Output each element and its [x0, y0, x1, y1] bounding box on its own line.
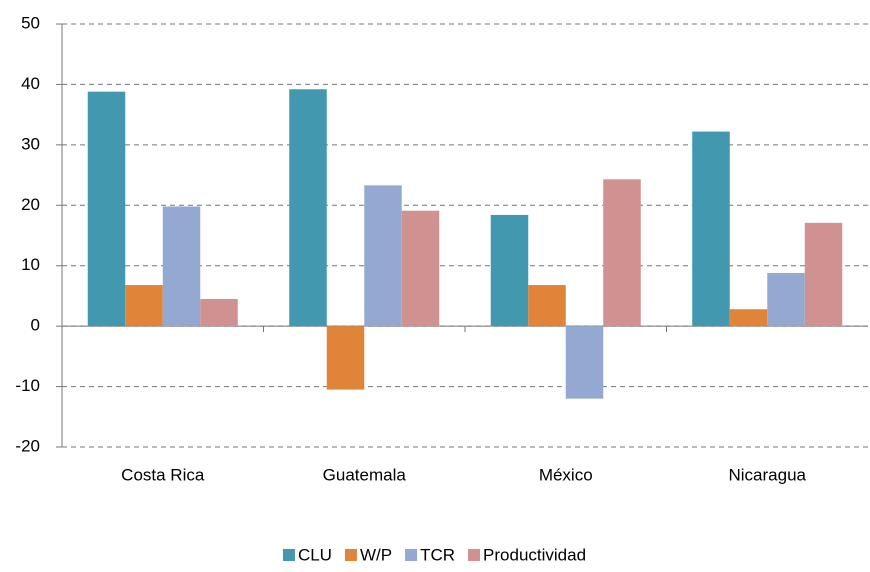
bar — [767, 272, 805, 327]
bar — [804, 222, 843, 327]
legend-swatch — [344, 549, 357, 561]
bar — [87, 91, 126, 327]
y-tick-label: -10 — [15, 376, 40, 395]
bar — [528, 285, 566, 327]
x-tick-label: Costa Rica — [121, 465, 205, 484]
legend-label: W/P — [360, 545, 392, 564]
bar — [200, 298, 238, 327]
y-tick-label: -20 — [15, 436, 40, 455]
y-tick-label: 50 — [21, 13, 40, 32]
y-tick-label: 30 — [21, 134, 40, 153]
bar — [603, 179, 641, 327]
y-tick-label: 10 — [21, 255, 40, 274]
bar — [565, 326, 604, 399]
bar — [729, 309, 768, 327]
legend-label: Productividad — [483, 545, 586, 564]
x-tick-label: Nicaragua — [729, 465, 807, 484]
legend-swatch — [282, 549, 295, 561]
bar — [289, 89, 327, 327]
bar — [364, 185, 402, 327]
legend-label: CLU — [298, 545, 332, 564]
x-tick-label: Guatemala — [323, 465, 407, 484]
x-tick-label: México — [539, 465, 593, 484]
bar — [125, 285, 163, 327]
bar — [401, 210, 440, 327]
bar — [162, 206, 201, 327]
y-tick-label: 20 — [21, 195, 40, 214]
bar — [692, 131, 730, 327]
legend-label: TCR — [420, 545, 455, 564]
y-tick-label: 40 — [21, 74, 40, 93]
legend-swatch — [468, 549, 481, 561]
bar — [326, 326, 365, 390]
y-tick-label: 0 — [31, 316, 40, 335]
bar — [490, 214, 529, 327]
legend-swatch — [405, 549, 418, 561]
